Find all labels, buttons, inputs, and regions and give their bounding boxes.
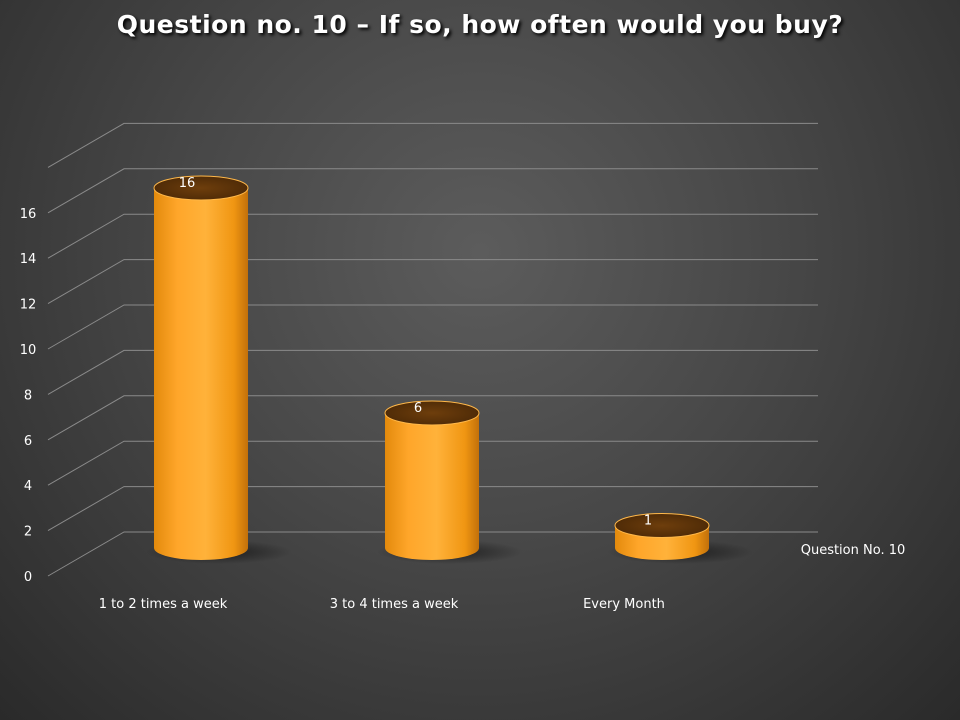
- y-tick-label: 6: [24, 434, 32, 449]
- bar-top: [614, 513, 710, 538]
- bar: [385, 413, 479, 560]
- gridline: [47, 259, 818, 305]
- y-tick-label: 16: [20, 207, 37, 222]
- bar: [154, 188, 248, 560]
- y-tick-label: 0: [24, 570, 32, 585]
- gridline: [47, 122, 818, 168]
- gridline: [47, 304, 818, 350]
- chart-title: Question no. 10 – If so, how often would…: [116, 10, 844, 39]
- gridline: [47, 395, 818, 441]
- data-label: 6: [414, 401, 422, 416]
- x-category-label: 1 to 2 times a week: [99, 597, 228, 612]
- y-tick-label: 2: [24, 525, 32, 540]
- x-axis-categories: 1 to 2 times a week 3 to 4 times a week Ev…: [99, 597, 665, 612]
- bar-top: [384, 400, 480, 426]
- y-tick-label: 12: [20, 298, 37, 313]
- gridlines: [47, 122, 818, 577]
- gridline: [47, 531, 818, 577]
- y-tick-label: 10: [20, 343, 37, 358]
- y-axis-ticks: 0 2 4 6 8 10 12 14 16: [20, 207, 37, 585]
- bar-top: [153, 175, 249, 201]
- gridline: [47, 440, 818, 486]
- legend-entry: Question No. 10: [801, 543, 906, 558]
- x-category-label: Every Month: [583, 597, 665, 612]
- y-tick-label: 14: [20, 252, 37, 267]
- gridline: [47, 213, 818, 259]
- gridline: [47, 349, 818, 395]
- data-label: 16: [179, 176, 196, 191]
- gridline: [47, 168, 818, 214]
- y-tick-label: 4: [24, 479, 32, 494]
- data-label: 1: [644, 514, 652, 529]
- x-category-label: 3 to 4 times a week: [330, 597, 459, 612]
- y-tick-label: 8: [24, 388, 32, 403]
- gridline: [47, 486, 818, 532]
